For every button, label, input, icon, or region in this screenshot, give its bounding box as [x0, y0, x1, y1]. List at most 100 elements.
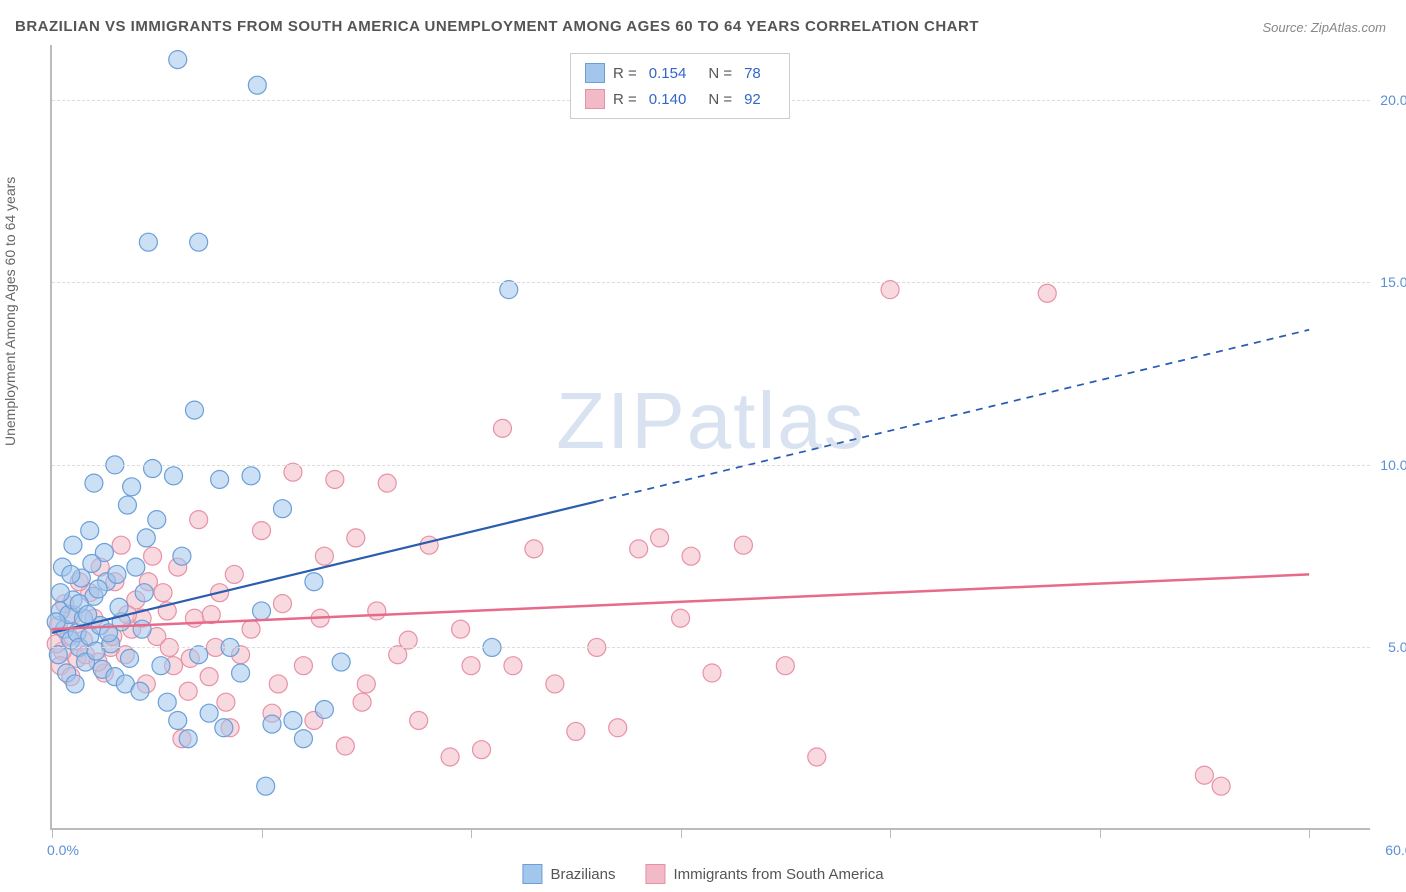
data-point	[133, 620, 151, 638]
gridline	[52, 282, 1370, 283]
data-point	[190, 646, 208, 664]
data-point	[525, 540, 543, 558]
series-legend: Brazilians Immigrants from South America	[522, 864, 883, 884]
data-point	[144, 547, 162, 565]
data-point	[190, 511, 208, 529]
y-tick-label: 15.0%	[1380, 274, 1406, 290]
data-point	[179, 730, 197, 748]
data-point	[504, 657, 522, 675]
data-point	[131, 682, 149, 700]
data-point	[51, 584, 69, 602]
data-point	[62, 565, 80, 583]
data-point	[144, 460, 162, 478]
data-point	[110, 598, 128, 616]
data-point	[217, 693, 235, 711]
plot-area: ZIPatlas 0.0% 60.0% 5.0%10.0%15.0%20.0%	[50, 45, 1370, 830]
data-point	[169, 711, 187, 729]
data-point	[420, 536, 438, 554]
data-point	[152, 657, 170, 675]
swatch-brazilians-bottom	[522, 864, 542, 884]
data-point	[284, 711, 302, 729]
data-point	[66, 675, 84, 693]
legend-label-brazilians: Brazilians	[550, 866, 615, 883]
data-point	[294, 730, 312, 748]
data-point	[1195, 766, 1213, 784]
data-point	[185, 401, 203, 419]
r-label: R =	[613, 65, 637, 82]
legend-item-immigrants: Immigrants from South America	[645, 864, 883, 884]
data-point	[651, 529, 669, 547]
data-point	[232, 664, 250, 682]
x-tick	[262, 828, 263, 838]
data-point	[500, 281, 518, 299]
data-point	[173, 547, 191, 565]
data-point	[567, 722, 585, 740]
data-point	[165, 467, 183, 485]
data-point	[473, 741, 491, 759]
data-point	[123, 478, 141, 496]
data-point	[64, 536, 82, 554]
legend-item-brazilians: Brazilians	[522, 864, 615, 884]
data-point	[179, 682, 197, 700]
n-value-brazilians: 78	[744, 65, 761, 82]
data-point	[441, 748, 459, 766]
data-point	[112, 536, 130, 554]
x-tick-label-min: 0.0%	[47, 842, 79, 858]
source-credit: Source: ZipAtlas.com	[1262, 20, 1386, 35]
r-value-immigrants: 0.140	[649, 91, 687, 108]
gridline	[52, 647, 1370, 648]
data-point	[389, 646, 407, 664]
data-point	[49, 646, 67, 664]
data-point	[200, 704, 218, 722]
x-tick	[1100, 828, 1101, 838]
data-point	[776, 657, 794, 675]
data-point	[315, 547, 333, 565]
n-value-immigrants: 92	[744, 91, 761, 108]
data-point	[672, 609, 690, 627]
data-point	[357, 675, 375, 693]
chart-title: BRAZILIAN VS IMMIGRANTS FROM SOUTH AMERI…	[15, 18, 979, 35]
data-point	[332, 653, 350, 671]
data-point	[609, 719, 627, 737]
data-point	[148, 511, 166, 529]
n-label: N =	[708, 65, 732, 82]
gridline	[52, 465, 1370, 466]
data-point	[284, 463, 302, 481]
trend-line-dashed	[597, 330, 1309, 502]
data-point	[347, 529, 365, 547]
legend-row-brazilians: R = 0.154 N = 78	[585, 60, 775, 86]
data-point	[410, 711, 428, 729]
data-point	[273, 500, 291, 518]
data-point	[703, 664, 721, 682]
x-tick	[681, 828, 682, 838]
data-point	[682, 547, 700, 565]
data-point	[83, 554, 101, 572]
data-point	[169, 51, 187, 69]
data-point	[118, 496, 136, 514]
data-point	[215, 719, 233, 737]
y-tick-label: 10.0%	[1380, 457, 1406, 473]
data-point	[273, 595, 291, 613]
x-tick	[890, 828, 891, 838]
data-point	[462, 657, 480, 675]
data-point	[546, 675, 564, 693]
data-point	[89, 580, 107, 598]
data-point	[1038, 284, 1056, 302]
data-point	[253, 522, 271, 540]
data-point	[326, 470, 344, 488]
r-label: R =	[613, 91, 637, 108]
data-point	[137, 529, 155, 547]
legend-label-immigrants: Immigrants from South America	[673, 866, 883, 883]
data-point	[242, 467, 260, 485]
data-point	[493, 419, 511, 437]
data-point	[200, 668, 218, 686]
data-point	[121, 649, 139, 667]
data-point	[336, 737, 354, 755]
data-point	[734, 536, 752, 554]
data-point	[808, 748, 826, 766]
swatch-immigrants-bottom	[645, 864, 665, 884]
x-tick-label-max: 60.0%	[1385, 842, 1406, 858]
x-tick	[52, 828, 53, 838]
data-point	[353, 693, 371, 711]
n-label: N =	[708, 91, 732, 108]
